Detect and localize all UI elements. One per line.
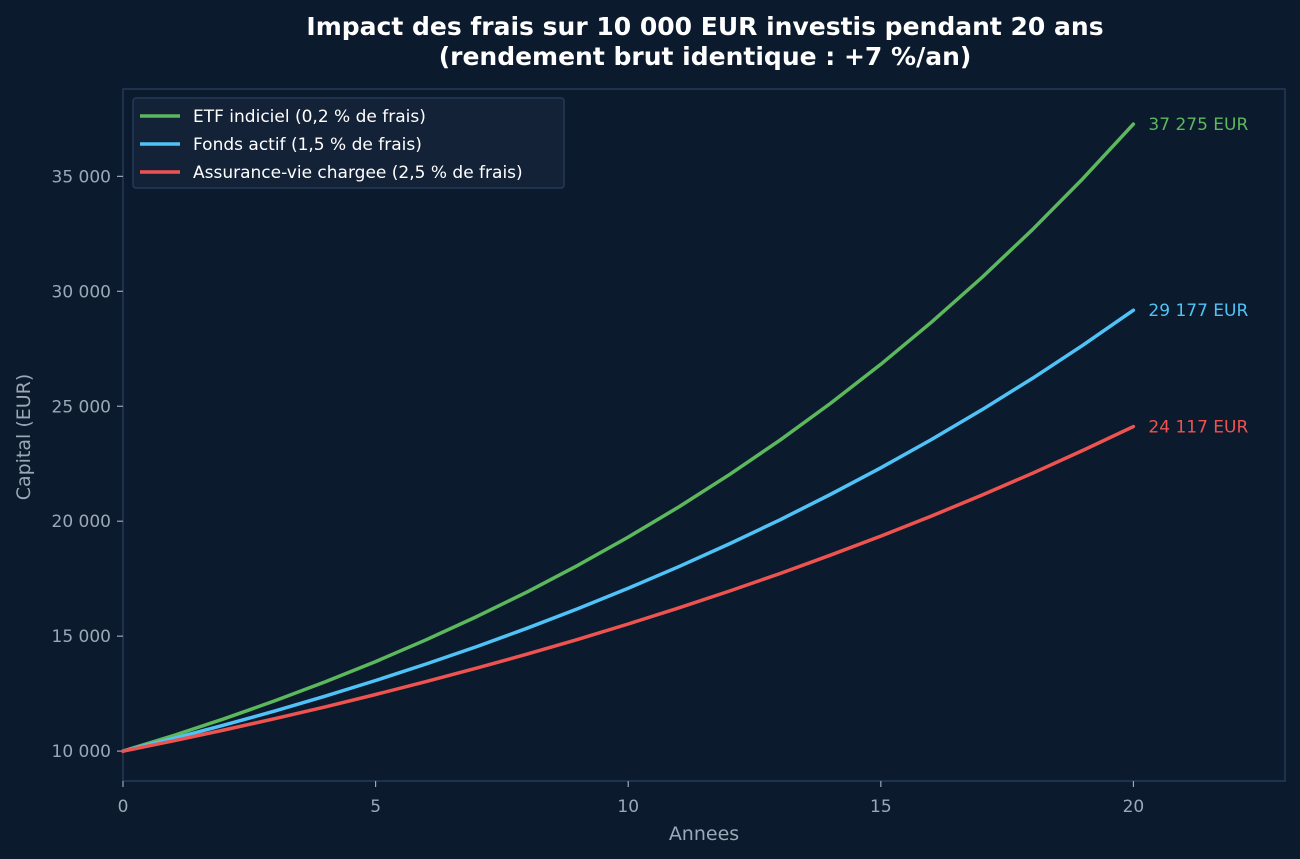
legend-label-2: Fonds actif (1,5 % de frais) — [193, 135, 422, 155]
plot-frame — [122, 88, 1286, 782]
chart-title-line-2: (rendement brut identique : +7 %/an) — [439, 42, 972, 71]
end-labels: 37 275 EUR 29 177 EUR 24 117 EUR — [1148, 115, 1248, 438]
y-tick-label: 20 000 — [52, 512, 111, 532]
legend: ETF indiciel (0,2 % de frais) Fonds actif… — [132, 97, 565, 189]
y-tick-label: 15 000 — [52, 627, 111, 647]
series-line-2 — [121, 308, 1136, 753]
x-tick-label: 15 — [870, 797, 892, 817]
y-axis: 10 000 15 000 20 000 25 000 30 000 35 000 — [52, 167, 123, 762]
y-tick-label: 10 000 — [52, 742, 111, 762]
x-axis-label: Annees — [669, 823, 739, 845]
x-tick-label: 10 — [617, 797, 639, 817]
y-tick-label: 25 000 — [52, 397, 111, 417]
x-tick-label: 0 — [118, 797, 129, 817]
y-tick-label: 35 000 — [52, 167, 111, 187]
y-axis-label: Capital (EUR) — [13, 374, 35, 501]
end-value-label-1: 37 275 EUR — [1148, 115, 1248, 135]
x-tick-label: 20 — [1123, 797, 1145, 817]
series-line-1 — [121, 122, 1136, 753]
y-tick-label: 30 000 — [52, 282, 111, 302]
x-tick-label: 5 — [370, 797, 381, 817]
series-line-3 — [121, 424, 1136, 753]
legend-label-3: Assurance-vie chargee (2,5 % de frais) — [193, 163, 523, 183]
series-lines — [121, 122, 1136, 753]
end-value-label-2: 29 177 EUR — [1148, 301, 1248, 321]
legend-label-1: ETF indiciel (0,2 % de frais) — [193, 107, 426, 127]
x-axis: 0 5 10 15 20 — [118, 781, 1145, 817]
chart-title-line-1: Impact des frais sur 10 000 EUR investis… — [306, 12, 1103, 41]
legend-box — [132, 97, 565, 189]
end-value-label-3: 24 117 EUR — [1148, 418, 1248, 438]
